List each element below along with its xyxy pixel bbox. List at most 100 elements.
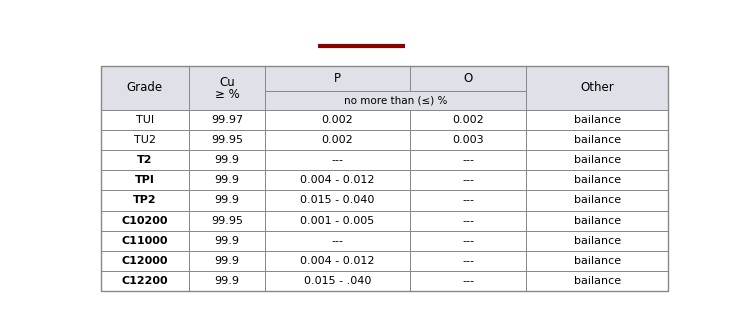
Bar <box>100 170 189 190</box>
Text: ---: --- <box>332 155 344 165</box>
Text: C12200: C12200 <box>122 276 168 286</box>
Bar <box>526 170 668 190</box>
Bar <box>189 231 266 251</box>
Bar <box>266 66 410 91</box>
Bar <box>266 110 410 130</box>
Bar <box>266 251 410 271</box>
Text: 99.97: 99.97 <box>211 115 243 125</box>
Text: 0.004 - 0.012: 0.004 - 0.012 <box>300 256 375 266</box>
Bar <box>526 130 668 150</box>
Bar <box>100 150 189 170</box>
Text: 0.004 - 0.012: 0.004 - 0.012 <box>300 175 375 185</box>
Bar <box>100 190 189 210</box>
Text: bailance: bailance <box>574 195 621 205</box>
Bar <box>410 130 526 150</box>
Bar <box>526 190 668 210</box>
Bar <box>410 66 526 91</box>
Text: O: O <box>464 72 472 85</box>
Bar <box>189 170 266 190</box>
Bar <box>266 190 410 210</box>
Text: TU2: TU2 <box>134 135 156 145</box>
Text: 0.001 - 0.005: 0.001 - 0.005 <box>301 215 375 225</box>
Text: bailance: bailance <box>574 276 621 286</box>
Text: T2: T2 <box>137 155 152 165</box>
Text: ---: --- <box>332 236 344 246</box>
Text: C12000: C12000 <box>122 256 168 266</box>
Text: 99.95: 99.95 <box>211 215 243 225</box>
Bar <box>526 66 668 110</box>
Bar <box>526 110 668 130</box>
Bar <box>100 110 189 130</box>
Text: ---: --- <box>462 256 474 266</box>
Bar <box>189 110 266 130</box>
Bar <box>410 110 526 130</box>
Text: 0.003: 0.003 <box>452 135 484 145</box>
Bar <box>266 210 410 231</box>
Bar <box>526 150 668 170</box>
Text: TP2: TP2 <box>133 195 157 205</box>
Bar <box>189 66 266 110</box>
Bar <box>266 91 526 110</box>
Text: 0.015 - 0.040: 0.015 - 0.040 <box>301 195 375 205</box>
Bar <box>100 210 189 231</box>
Text: bailance: bailance <box>574 155 621 165</box>
Text: 0.002: 0.002 <box>452 115 484 125</box>
Text: C11000: C11000 <box>122 236 168 246</box>
Text: bailance: bailance <box>574 215 621 225</box>
Bar <box>100 130 189 150</box>
Bar <box>100 66 668 291</box>
Text: 99.9: 99.9 <box>214 236 239 246</box>
Bar <box>410 231 526 251</box>
Text: bailance: bailance <box>574 175 621 185</box>
Text: 0.015 - .040: 0.015 - .040 <box>304 276 371 286</box>
Text: bailance: bailance <box>574 135 621 145</box>
Text: ---: --- <box>462 175 474 185</box>
Bar <box>189 130 266 150</box>
Bar <box>526 251 668 271</box>
Bar <box>410 251 526 271</box>
Text: Cu: Cu <box>219 77 235 90</box>
Bar <box>410 150 526 170</box>
Text: ≥ %: ≥ % <box>214 88 239 101</box>
Bar <box>410 210 526 231</box>
Text: no more than (≤) %: no more than (≤) % <box>344 95 448 105</box>
Bar <box>266 231 410 251</box>
Text: 99.9: 99.9 <box>214 175 239 185</box>
Bar <box>526 231 668 251</box>
Bar <box>189 251 266 271</box>
Text: ---: --- <box>462 155 474 165</box>
Bar <box>266 271 410 291</box>
Text: TUI: TUI <box>136 115 154 125</box>
Bar <box>526 210 668 231</box>
Text: 99.9: 99.9 <box>214 256 239 266</box>
Text: 99.95: 99.95 <box>211 135 243 145</box>
Text: Other: Other <box>580 81 614 94</box>
Bar <box>266 150 410 170</box>
Text: C10200: C10200 <box>122 215 168 225</box>
Text: ---: --- <box>462 236 474 246</box>
Bar <box>266 130 410 150</box>
Bar <box>189 190 266 210</box>
Bar <box>189 210 266 231</box>
Text: bailance: bailance <box>574 256 621 266</box>
Text: P: P <box>334 72 341 85</box>
Text: 99.9: 99.9 <box>214 155 239 165</box>
Text: ---: --- <box>462 215 474 225</box>
Text: 0.002: 0.002 <box>322 135 353 145</box>
Text: bailance: bailance <box>574 115 621 125</box>
Text: 99.9: 99.9 <box>214 276 239 286</box>
Bar <box>189 150 266 170</box>
Bar <box>189 271 266 291</box>
Text: 99.9: 99.9 <box>214 195 239 205</box>
Text: TPI: TPI <box>135 175 154 185</box>
Text: ---: --- <box>462 195 474 205</box>
Text: ---: --- <box>462 276 474 286</box>
Text: Grade: Grade <box>127 81 163 94</box>
Bar <box>100 66 189 110</box>
Text: bailance: bailance <box>574 236 621 246</box>
Text: 0.002: 0.002 <box>322 115 353 125</box>
Bar <box>100 231 189 251</box>
Bar <box>410 271 526 291</box>
Bar <box>526 271 668 291</box>
Bar <box>100 271 189 291</box>
